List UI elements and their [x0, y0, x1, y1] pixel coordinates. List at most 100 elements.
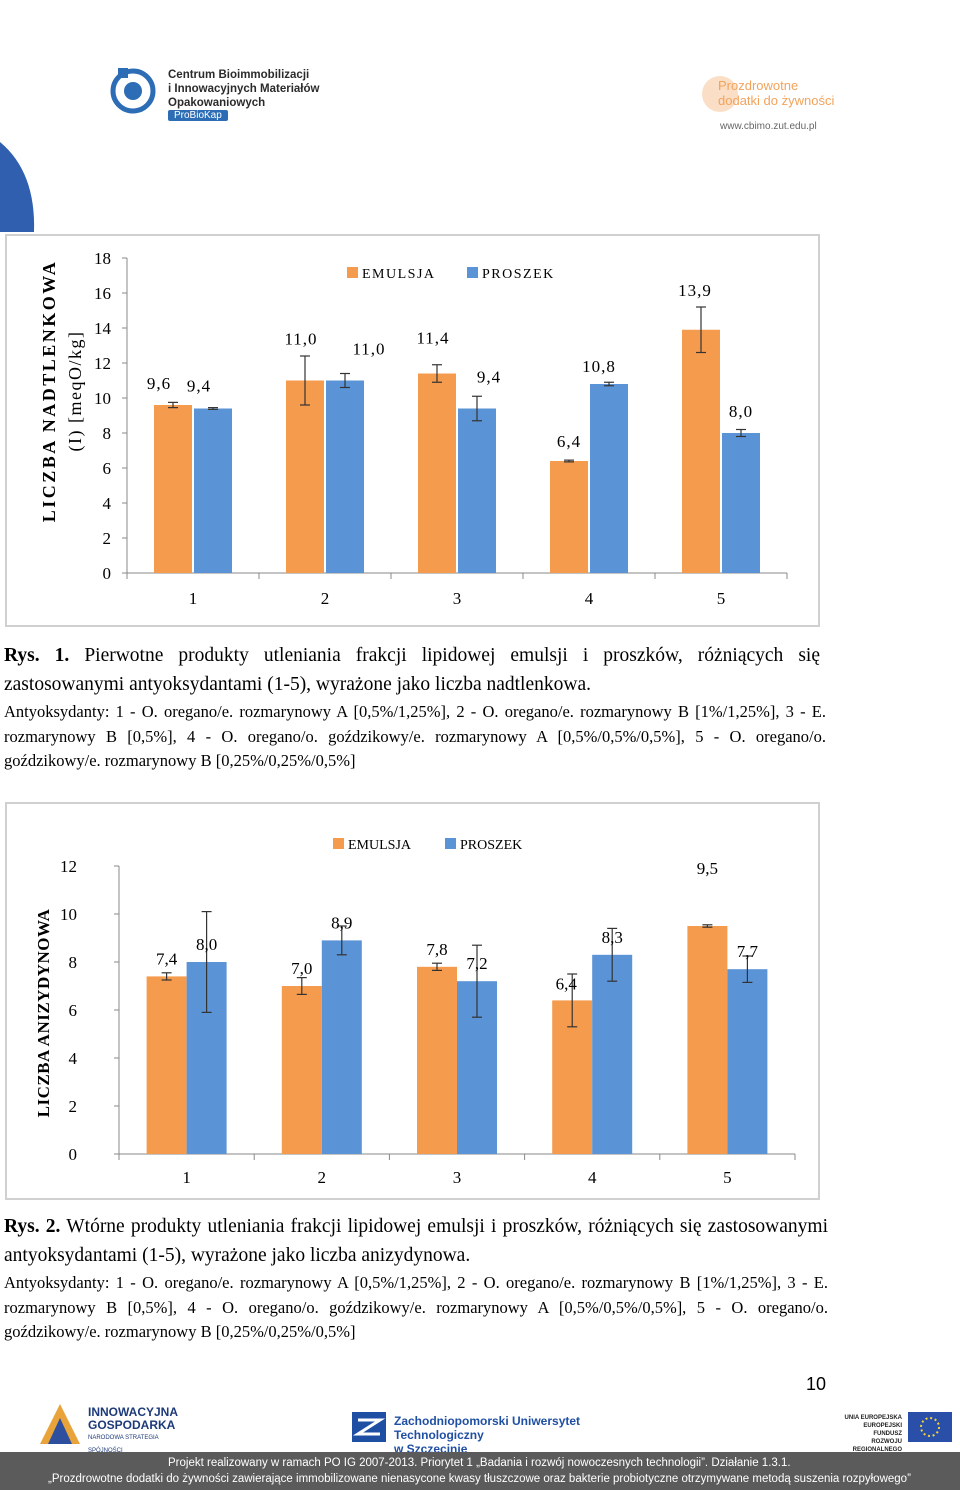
data-label: 8,9 — [331, 913, 352, 932]
eu-logo-line-2: EUROPEJSKI FUNDUSZ — [863, 1423, 902, 1437]
x-tick-label: 2 — [321, 589, 330, 608]
decorative-swoosh — [0, 142, 35, 232]
bar-proszek-5 — [727, 969, 768, 1154]
data-label: 7,7 — [737, 942, 759, 961]
y-tick-label: 10 — [94, 389, 111, 408]
footer-line-2: „Prozdrowotne dodatki do żywności zawier… — [48, 1473, 911, 1485]
logo-left-line-3: Opakowaniowych — [168, 97, 266, 109]
logo-left-badge: ProBioKap — [168, 110, 228, 121]
figure-2-text: Wtórne produkty utleniania frakcji lipid… — [4, 1216, 828, 1266]
bar-proszek-3 — [458, 408, 496, 573]
y-tick-label: 6 — [69, 1001, 78, 1020]
ig-logo-icon — [40, 1404, 80, 1444]
cbimo-logo: Centrum Bioimmobilizacji i Innowacyjnych… — [108, 66, 338, 126]
bar-proszek-5 — [722, 433, 760, 573]
x-tick-label: 5 — [723, 1168, 732, 1187]
y-tick-label: 12 — [60, 857, 77, 876]
bar-emulsja-2 — [286, 380, 324, 573]
page-number: 10 — [806, 1374, 827, 1394]
data-label: 11,4 — [416, 329, 449, 348]
bar-emulsja-1 — [154, 405, 192, 573]
zut-logo-icon — [352, 1412, 386, 1442]
figure-1-antioxidants: Antyoksydanty: 1 - O. oregano/e. rozmary… — [4, 702, 826, 770]
legend-label-emulsja: EMULSJA — [362, 267, 436, 282]
y-tick-label: 18 — [94, 249, 111, 268]
footer-bar — [0, 1452, 960, 1490]
ig-logo-line-1: INNOWACYJNA — [88, 1405, 179, 1419]
data-label: 6,4 — [557, 432, 581, 451]
logo-right-line-1: Prozdrowotne — [718, 78, 799, 93]
data-label: 13,9 — [678, 281, 712, 300]
figure-2-antioxidants: Antyoksydanty: 1 - O. oregano/e. rozmary… — [4, 1273, 828, 1341]
bar-proszek-2 — [326, 380, 364, 573]
prozdrowotne-logo: Prozdrowotne dodatki do żywności — [700, 74, 850, 124]
eu-flag-icon — [908, 1412, 952, 1442]
data-label: 11,0 — [284, 330, 317, 349]
data-label: 7,2 — [466, 954, 487, 973]
logo-right-line-2: dodatki do żywności — [718, 93, 835, 108]
bar-proszek-2 — [321, 940, 362, 1154]
bar-emulsja-1 — [146, 976, 187, 1154]
cbimo-logo-icon — [110, 68, 156, 114]
y-tick-label: 0 — [69, 1145, 78, 1164]
legend-label-proszek: PROSZEK — [482, 267, 555, 282]
y-tick-label: 0 — [103, 564, 112, 583]
y-axis-title: LICZBA NADTLENKOWA — [39, 260, 59, 523]
header-url: www.cbimo.zut.edu.pl — [720, 121, 817, 132]
bar-proszek-4 — [592, 954, 633, 1154]
y-tick-label: 12 — [94, 354, 111, 373]
x-tick-label: 3 — [453, 1168, 462, 1187]
data-label: 8,3 — [602, 928, 623, 947]
y-tick-label: 2 — [103, 529, 112, 548]
eu-logo: UNIA EUROPEJSKA EUROPEJSKI FUNDUSZ ROZWO… — [836, 1412, 956, 1453]
zut-logo: Zachodniopomorski Uniwersytet Technologi… — [352, 1412, 652, 1456]
data-label: 10,8 — [582, 357, 616, 376]
y-tick-label: 8 — [69, 953, 78, 972]
data-label: 7,4 — [156, 949, 178, 968]
x-tick-label: 1 — [189, 589, 198, 608]
eu-logo-line-1: UNIA EUROPEJSKA — [844, 1415, 902, 1421]
data-label: 9,6 — [147, 374, 171, 393]
bar-emulsja-4 — [550, 461, 588, 573]
legend-swatch-emulsja — [333, 838, 344, 849]
ig-logo-line-2: GOSPODARKA — [88, 1418, 176, 1432]
y-tick-label: 10 — [60, 905, 77, 924]
bar-proszek-1 — [194, 408, 232, 573]
data-label: 11,0 — [352, 340, 385, 359]
figure-1-label: Rys. 1. — [4, 645, 70, 666]
y-axis-title: LICZBA ANIZYDYNOWA — [34, 908, 53, 1117]
x-tick-label: 3 — [453, 589, 462, 608]
y-tick-label: 4 — [69, 1049, 78, 1068]
ig-logo-line-3: NARODOWA STRATEGIA SPÓJNOŚCI — [88, 1435, 159, 1454]
figure-1-caption: Rys. 1. Pierwotne produkty utleniania fr… — [4, 641, 820, 699]
data-label: 8,0 — [729, 402, 753, 421]
legend-label-emulsja: EMULSJA — [348, 838, 412, 853]
y-tick-label: 14 — [94, 319, 112, 338]
legend-label-proszek: PROSZEK — [460, 838, 522, 853]
legend-swatch-proszek — [445, 838, 456, 849]
bar-proszek-4 — [590, 384, 628, 573]
data-label: 6,4 — [556, 974, 578, 993]
bar-emulsja-5 — [682, 329, 720, 573]
bar-emulsja-2 — [281, 986, 322, 1154]
figure-2-caption: Rys. 2. Wtórne produkty utleniania frakc… — [4, 1212, 828, 1270]
x-tick-label: 1 — [182, 1168, 191, 1187]
data-label: 9,5 — [697, 859, 718, 878]
y-tick-label: 2 — [69, 1097, 78, 1116]
prozdrowotne-logo-icon — [702, 76, 738, 112]
y-axis-title-unit: (I) [meqO/kg] — [65, 331, 86, 452]
data-label: 7,0 — [291, 959, 312, 978]
legend-swatch-proszek — [467, 267, 478, 278]
y-tick-label: 8 — [103, 424, 112, 443]
zut-logo-line-1: Zachodniopomorski Uniwersytet Technologi… — [394, 1414, 581, 1442]
logo-left-line-1: Centrum Bioimmobilizacji — [168, 69, 310, 81]
x-tick-label: 4 — [585, 589, 594, 608]
footer-line-1: Projekt realizowany w ramach PO IG 2007-… — [168, 1457, 791, 1469]
x-tick-label: 4 — [588, 1168, 597, 1187]
figure-2-label: Rys. 2. — [4, 1216, 61, 1237]
bar-emulsja-5 — [687, 926, 728, 1154]
x-tick-label: 5 — [717, 589, 726, 608]
legend-swatch-emulsja — [347, 267, 358, 278]
